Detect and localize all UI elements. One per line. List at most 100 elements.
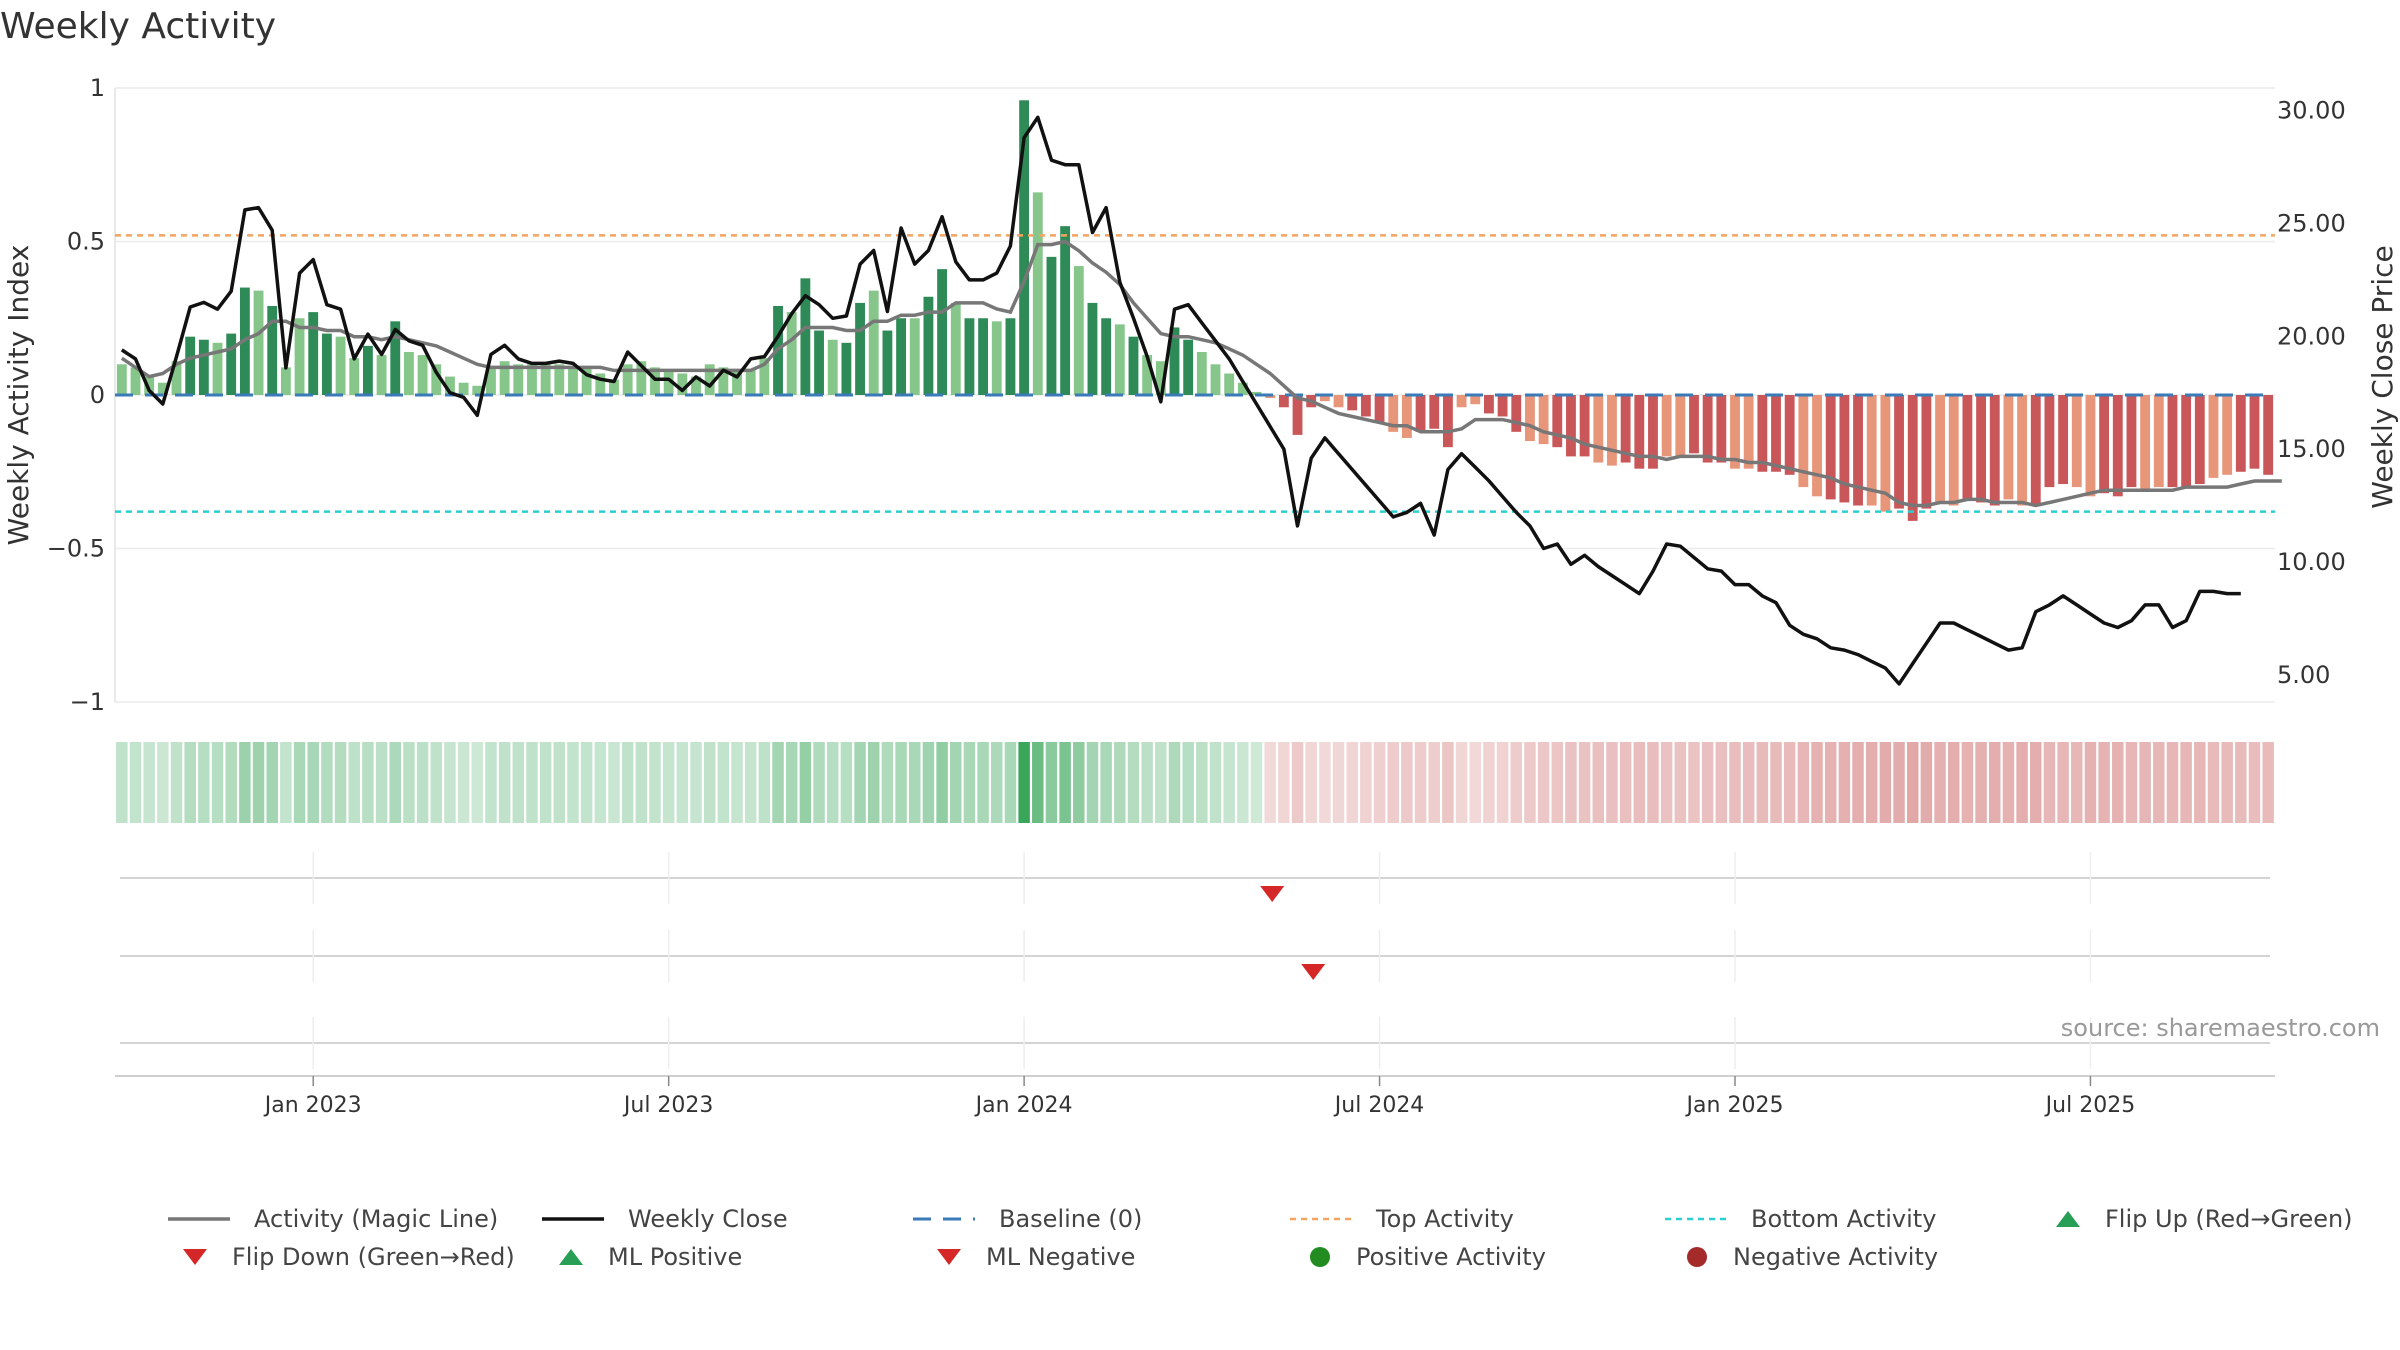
activity-bar — [964, 318, 975, 395]
activity-bar — [1839, 395, 1850, 503]
activity-bar — [1196, 352, 1207, 395]
activity-bar — [1073, 266, 1084, 395]
heatmap-cell — [252, 742, 265, 823]
heatmap-cell — [457, 742, 470, 823]
heatmap-cell — [1742, 742, 1755, 823]
activity-bar — [554, 364, 565, 395]
legend-item-ml-negative: ML Negative — [936, 1243, 1135, 1271]
activity-bar — [950, 302, 961, 395]
flip-up-icon — [2055, 1209, 2093, 1229]
activity-bar — [2126, 395, 2137, 488]
heatmap-cell — [608, 742, 620, 823]
heatmap-cell — [403, 742, 415, 823]
heatmap-cell — [1442, 742, 1454, 823]
legend-item-bottom-activity: Bottom Activity — [1665, 1205, 1936, 1233]
heatmap-cell — [1783, 742, 1796, 823]
heatmap-cell — [1114, 742, 1126, 823]
activity-bar — [704, 364, 715, 395]
activity-bar — [540, 364, 551, 395]
activity-bar — [1265, 395, 1276, 399]
activity-bar — [1825, 395, 1836, 500]
heatmap-cell — [1237, 742, 1249, 823]
activity-bar — [937, 269, 948, 395]
activity-bar — [130, 367, 141, 395]
activity-bar — [1128, 336, 1139, 395]
heatmap-cell — [1824, 742, 1837, 823]
weekly-close-icon — [542, 1209, 616, 1229]
heatmap-cell — [1196, 742, 1208, 823]
heatmap-cell — [553, 742, 566, 823]
heatmap-cell — [512, 742, 525, 823]
heatmap-cell — [1018, 742, 1030, 823]
heatmap-cell — [170, 742, 183, 823]
heatmap-cell — [676, 742, 689, 823]
heatmap-cell — [936, 742, 948, 823]
heatmap-cell — [717, 742, 730, 823]
activity-bar — [1101, 318, 1112, 395]
legend-label: Top Activity — [1376, 1205, 1514, 1233]
legend-item-positive-activity: Positive Activity — [1308, 1243, 1546, 1271]
heatmap-cell — [1537, 742, 1550, 823]
activity-bar — [2167, 395, 2178, 488]
weekly-close-line — [120, 115, 2241, 686]
activity-bar — [786, 312, 797, 395]
heatmap-cell — [1565, 742, 1577, 823]
activity-bar — [1429, 395, 1440, 429]
activity-bar — [1155, 361, 1166, 395]
x-tick-label: Jan 2024 — [974, 1093, 1073, 1118]
legend-item-negative-activity: Negative Activity — [1685, 1243, 1938, 1271]
heatmap-cell — [157, 742, 169, 823]
activity-bar — [1388, 395, 1399, 432]
heatmap-cell — [280, 742, 292, 823]
legend-label: Baseline (0) — [999, 1205, 1143, 1233]
activity-bar — [445, 376, 455, 395]
legend-item-ml-positive: ML Positive — [558, 1243, 742, 1271]
heatmap-cell — [731, 742, 743, 823]
legend-label: ML Negative — [986, 1243, 1136, 1271]
activity-bar — [581, 367, 592, 395]
heatmap-cell — [1250, 742, 1263, 823]
activity-bar — [1716, 395, 1727, 463]
heatmap-cell — [1701, 742, 1714, 823]
heatmap-cell — [1674, 742, 1687, 823]
heatmap-cell — [375, 742, 388, 823]
activity-bar — [362, 345, 373, 395]
heatmap-cell — [2153, 742, 2165, 823]
heatmap-cell — [1264, 742, 1276, 823]
activity-bar — [1525, 395, 1535, 442]
legend-label: ML Positive — [608, 1243, 743, 1271]
heatmap-cell — [2125, 742, 2138, 823]
y-tick-left: 1 — [90, 74, 105, 102]
heatmap-cell — [662, 742, 675, 823]
x-tick-label: Jul 2025 — [2044, 1093, 2136, 1118]
heatmap-cell — [1073, 742, 1085, 823]
heatmap-cell — [1086, 742, 1099, 823]
heatmap-cell — [1989, 742, 2001, 823]
activity-bar — [1552, 395, 1563, 448]
activity-bar — [2071, 395, 2082, 488]
legend-item-magic-line: Activity (Magic Line) — [168, 1205, 498, 1233]
y-tick-right: 30.00 — [2277, 97, 2346, 125]
flip-down-icon — [182, 1247, 220, 1267]
heatmap-cell — [1291, 742, 1304, 823]
activity-bar — [185, 336, 196, 395]
activity-bar — [1497, 395, 1508, 417]
activity-bar — [431, 364, 442, 395]
activity-bar — [417, 355, 428, 395]
activity-bar — [691, 376, 701, 395]
activity-bar — [2017, 395, 2028, 506]
activity-bar — [2030, 395, 2041, 506]
activity-bar — [1210, 364, 1221, 395]
y-tick-right: 20.00 — [2277, 322, 2346, 350]
heatmap-cell — [1223, 742, 1235, 823]
heatmap-cell — [895, 742, 907, 823]
heatmap-cell — [1852, 742, 1864, 823]
activity-bar — [1689, 395, 1699, 454]
heatmap-cell — [485, 742, 497, 823]
activity-bar — [1661, 395, 1672, 457]
activity-bar — [2194, 395, 2205, 485]
activity-bar — [663, 370, 674, 395]
activity-bar — [486, 367, 496, 395]
activity-bar — [2263, 395, 2274, 475]
heatmap-cell — [526, 742, 538, 823]
